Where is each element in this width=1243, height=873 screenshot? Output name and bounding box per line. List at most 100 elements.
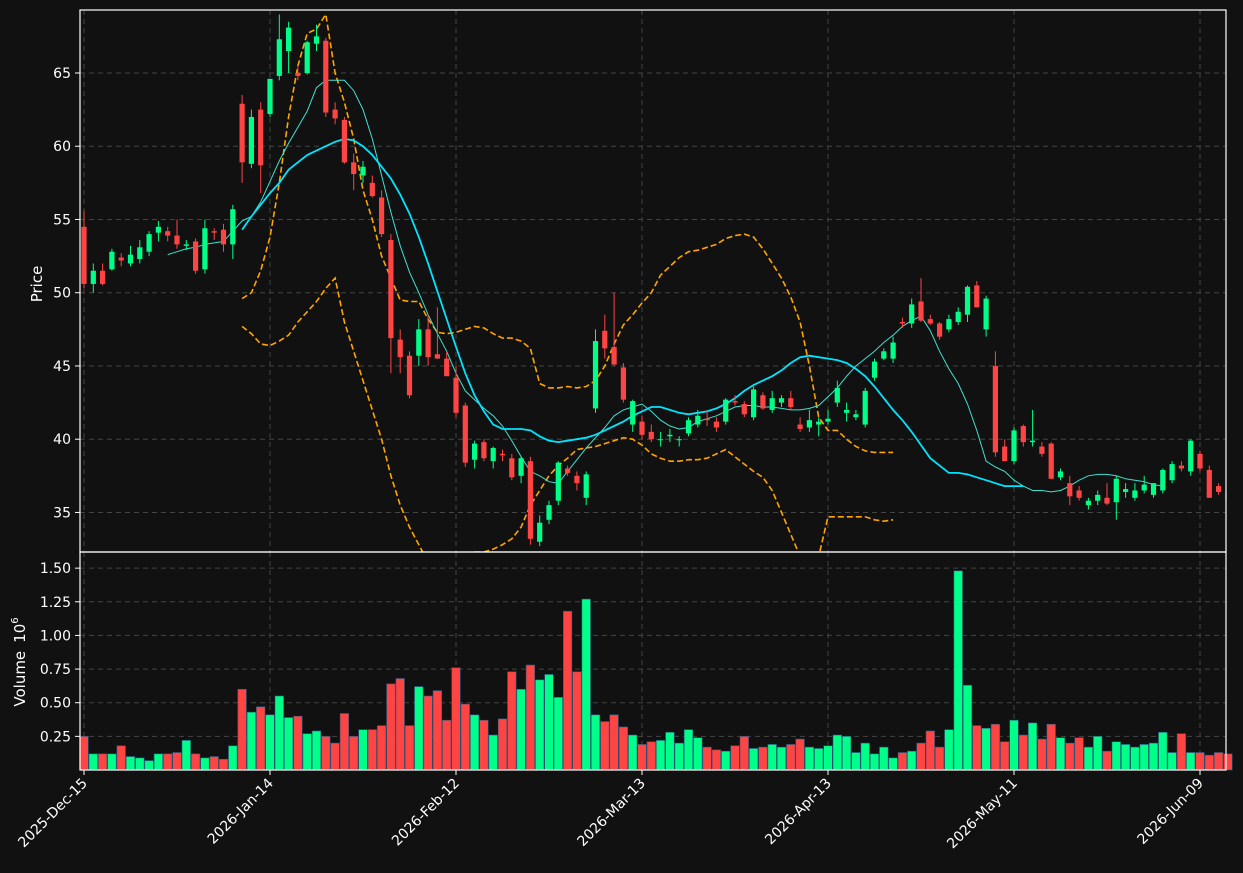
volume-bar [172,752,182,771]
price-tick-label: 60 [53,139,71,155]
candle-body [1011,430,1017,462]
candle-body [211,231,217,233]
volume-bar [376,725,387,771]
volume-bars [79,570,1233,771]
volume-bar [693,737,703,771]
volume-axis-ticks: 0.25 0.50 0.75 1.00 1.25 1.50 [40,561,80,745]
candle-body [388,239,394,339]
volume-bar [302,733,312,771]
volume-bar [553,697,563,771]
candle-body [146,234,152,252]
candle-body [351,162,357,175]
volume-bar [1130,746,1140,771]
candle-body [723,399,729,422]
candle-body [704,418,710,421]
candle-body [909,304,915,324]
volume-bar [767,744,777,771]
candle-body [816,421,822,425]
candle-body [983,298,989,330]
candle-body [630,401,636,425]
candle-body [1002,446,1008,462]
candles [81,14,1226,547]
volume-bar [358,729,368,771]
volume-bar [1009,719,1019,771]
volume-bar [125,756,136,771]
candle-body [406,355,413,396]
volume-bar [581,598,591,771]
volume-bar [1102,750,1112,771]
candle-body [592,341,599,409]
candle-body [425,329,431,358]
volume-bar [1000,741,1010,771]
candle-body [518,458,524,476]
volume-bar [1018,734,1028,771]
volume-bar [1214,752,1224,771]
candle-body [685,420,692,434]
volume-bar [460,703,470,771]
volume-axis-label-text: Volume [11,651,29,707]
volume-bar [600,721,610,771]
volume-bar [841,736,852,771]
volume-bar [339,713,350,771]
volume-bar [79,736,89,771]
candle-body [1160,469,1166,491]
volume-bar [1083,746,1093,771]
price-tick-label: 45 [53,359,71,375]
volume-panel-frame [79,551,1227,771]
candle-body [778,398,785,403]
volume-bar [683,729,694,771]
price-axis-ticks: 35 40 45 50 55 60 65 [53,66,80,521]
candle-body [555,462,561,501]
volume-tick-label: 0.50 [40,696,71,712]
volume-bar [981,727,991,771]
candle-body [286,27,292,52]
candle-body [155,226,161,233]
candle-body [769,398,775,410]
volume-bar [972,725,982,771]
volume-bar [1074,737,1084,771]
candle-body [1048,443,1054,479]
candle-body [806,420,812,428]
candle-body [620,367,626,400]
volume-bar [516,688,526,771]
candle-body [853,414,859,418]
volume-bar [107,753,117,771]
volume-bar [349,736,359,771]
candle-body [695,415,701,425]
candle-body [527,461,533,539]
candle-body [955,311,961,323]
volume-bar [851,752,861,771]
volume-bar [869,753,880,771]
candle-body [825,418,831,422]
volume-bar [748,748,759,771]
volume-bar [228,745,238,771]
price-tick-label: 35 [53,505,71,521]
volume-bar [163,753,173,771]
candle-body [323,40,329,113]
candle-body [109,251,115,270]
candle-body [639,421,645,435]
candle-body [1104,497,1110,504]
volume-bar [479,719,489,771]
volume-bar [404,725,415,771]
volume-bar [265,714,275,771]
volume-bar [1055,737,1066,771]
volume-bar [1139,744,1149,771]
volume-bar [628,734,638,771]
candle-body [713,421,719,428]
candle-body [1123,489,1129,492]
volume-bar [1186,752,1196,771]
volume-bar [311,730,322,771]
candle-body [927,319,933,324]
candle-body [937,323,943,337]
candle-body [239,103,245,163]
volume-bar [925,730,935,771]
candle-body [732,401,738,403]
volume-bar [590,714,601,771]
volume-bar [962,684,973,771]
candle-body [1150,483,1157,495]
candle-body [1067,483,1073,497]
volume-bar [786,744,796,771]
bollinger-bands [241,12,894,552]
